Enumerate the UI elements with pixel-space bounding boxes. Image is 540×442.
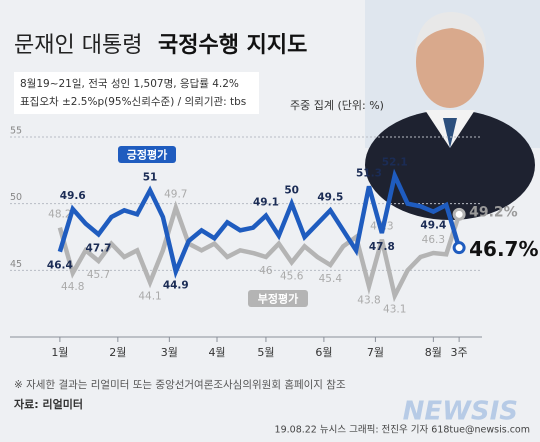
- data-label: 51.3: [356, 167, 382, 179]
- data-label: 49.4: [420, 220, 446, 232]
- subtitle: 표집오차 ±2.5%p(95%신뢰수준) / 의뢰기관: tbs: [20, 96, 246, 108]
- data-label: 49.6: [60, 190, 86, 202]
- credit: 19.08.22 뉴시스 그래픽: 전진우 기자 618tue@newsis.c…: [275, 425, 530, 436]
- x-tick-label: 5월: [257, 346, 274, 359]
- data-label: 46.7%: [469, 237, 538, 261]
- legend-swatch: [118, 146, 176, 163]
- x-tick-label: 3주: [451, 346, 468, 359]
- data-label: 44.9: [163, 280, 189, 292]
- footnote: ※ 자세한 결과는 리얼미터 또는 중앙선거여론조사심의위원회 홈페이지 참조: [14, 378, 346, 391]
- x-tick-label: 4월: [208, 346, 225, 359]
- x-tick-label: 7월: [367, 346, 384, 359]
- unit-note: 주중 집계 (단위: %): [290, 99, 384, 112]
- data-label: 52.1: [382, 157, 408, 169]
- data-label: 48.2: [48, 209, 71, 221]
- info-box: [14, 72, 259, 114]
- data-label: 46.4: [47, 260, 73, 272]
- data-label: 51: [143, 171, 158, 183]
- data-label: 49.5: [317, 191, 343, 203]
- data-label: 49.1: [253, 197, 279, 209]
- legend-label: 부정평가: [258, 292, 298, 306]
- watermark: NEWSIS: [403, 397, 518, 427]
- data-label: 50: [284, 185, 299, 197]
- x-tick-label: 8월: [425, 346, 442, 359]
- data-label: 49.7: [164, 189, 187, 201]
- data-label: 49.2%: [469, 204, 518, 220]
- data-label: 44.1: [138, 290, 161, 302]
- y-tick-label: 45: [10, 259, 22, 270]
- legend-label: 긍정평가: [127, 148, 167, 162]
- series-line: [57, 200, 462, 303]
- data-label: 43.8: [357, 294, 380, 306]
- source: 자료: 리얼미터: [14, 397, 83, 411]
- data-label: 45.6: [280, 270, 304, 282]
- data-label: 46.3: [422, 234, 445, 246]
- x-tick-label: 6월: [315, 346, 332, 359]
- data-label: 45.4: [319, 273, 343, 285]
- x-tick-label: 1월: [51, 346, 68, 359]
- legend-swatch: [248, 290, 308, 307]
- data-point: [452, 241, 466, 255]
- data-label: 43.1: [383, 304, 406, 316]
- data-label: 46: [259, 265, 273, 277]
- data-label: 47.8: [369, 241, 395, 253]
- data-label: 45.7: [87, 269, 110, 281]
- chart-title: 문재인 대통령: [14, 33, 142, 58]
- data-point: [452, 207, 466, 221]
- series-line: [57, 168, 462, 279]
- x-tick-label: 2월: [109, 346, 126, 359]
- chart-title: 국정수행 지지도: [158, 33, 307, 58]
- subtitle: 8월19~21일, 전국 성인 1,507명, 응답률 4.2%: [20, 77, 239, 90]
- x-tick-label: 3월: [161, 346, 178, 359]
- y-tick-label: 50: [10, 192, 22, 203]
- data-label: 44.8: [61, 281, 84, 293]
- data-label: 47.7: [86, 242, 112, 254]
- y-tick-label: 55: [10, 126, 22, 137]
